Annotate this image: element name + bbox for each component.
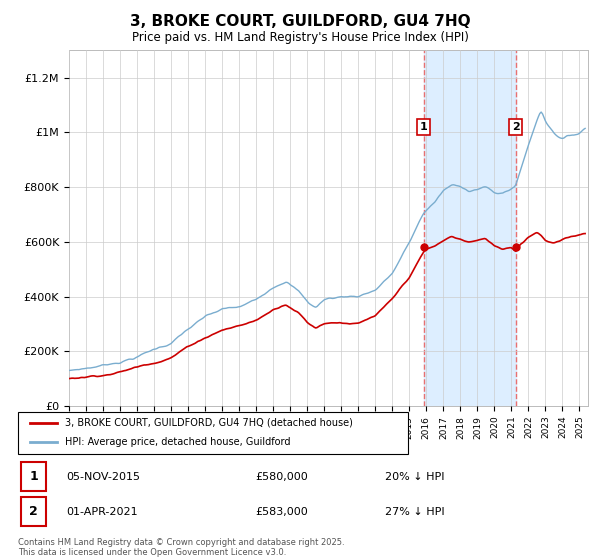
Text: Price paid vs. HM Land Registry's House Price Index (HPI): Price paid vs. HM Land Registry's House …	[131, 31, 469, 44]
Text: HPI: Average price, detached house, Guildford: HPI: Average price, detached house, Guil…	[65, 437, 290, 447]
Text: 05-NOV-2015: 05-NOV-2015	[66, 472, 140, 482]
Text: 27% ↓ HPI: 27% ↓ HPI	[385, 507, 444, 517]
FancyBboxPatch shape	[18, 412, 408, 454]
Text: 3, BROKE COURT, GUILDFORD, GU4 7HQ (detached house): 3, BROKE COURT, GUILDFORD, GU4 7HQ (deta…	[65, 418, 353, 428]
Text: 3, BROKE COURT, GUILDFORD, GU4 7HQ: 3, BROKE COURT, GUILDFORD, GU4 7HQ	[130, 14, 470, 29]
Text: 2: 2	[29, 505, 38, 519]
Text: Contains HM Land Registry data © Crown copyright and database right 2025.
This d: Contains HM Land Registry data © Crown c…	[18, 538, 344, 557]
Bar	[21, 497, 46, 526]
Text: 1: 1	[420, 122, 427, 132]
Bar	[21, 462, 46, 491]
Bar	[424, 50, 515, 406]
Text: 01-APR-2021: 01-APR-2021	[66, 507, 137, 517]
Text: 2: 2	[512, 122, 520, 132]
Text: £583,000: £583,000	[255, 507, 308, 517]
Text: 20% ↓ HPI: 20% ↓ HPI	[385, 472, 444, 482]
Text: 1: 1	[29, 470, 38, 483]
Text: £580,000: £580,000	[255, 472, 308, 482]
